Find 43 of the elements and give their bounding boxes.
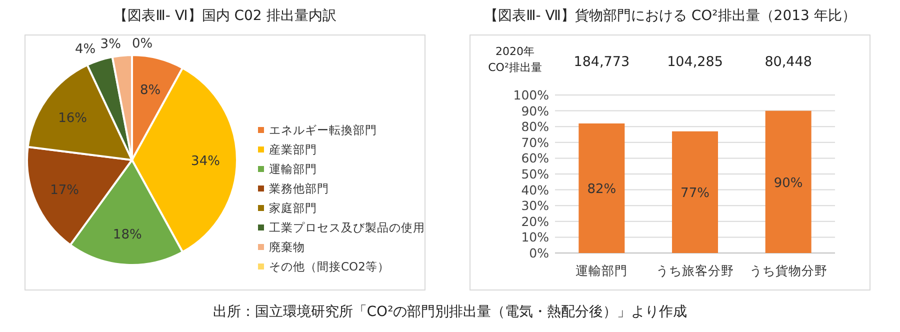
- data-label: 4%: [75, 42, 96, 58]
- x-tick-label: うち貨物分野: [749, 263, 828, 278]
- chart-title: 【図表Ⅲ- Ⅶ】貨物部門における CO²排出量（2013 年比）: [484, 8, 856, 24]
- legend-label: 運輸部門: [269, 162, 317, 176]
- text: 80,448: [764, 54, 812, 70]
- y-tick-label: 40%: [521, 182, 550, 198]
- x-tick-label: うち旅客分野: [656, 263, 734, 278]
- data-label: 8%: [140, 82, 161, 98]
- data-label: 17%: [50, 183, 79, 198]
- data-label: 18%: [112, 227, 142, 242]
- text: 184,773: [574, 54, 630, 70]
- bar: [672, 131, 718, 253]
- data-label: 82%: [587, 182, 616, 198]
- legend-label: その他（間接CO2等）: [269, 260, 390, 274]
- data-label: 77%: [680, 186, 710, 202]
- y-tick-label: 70%: [521, 134, 550, 150]
- legend-label: エネルギー転換部門: [269, 123, 377, 137]
- text: 104,285: [667, 54, 723, 70]
- chart-title: 【図表Ⅲ- Ⅵ】国内 C02 排出量内訳: [114, 8, 336, 24]
- legend-label: 工業プロセス及び製品の使用: [269, 220, 425, 234]
- data-label: 34%: [191, 154, 220, 169]
- legend-label: 産業部門: [269, 142, 317, 156]
- data-label: 16%: [58, 110, 87, 126]
- text: 2020年 CO²排出量: [488, 45, 542, 74]
- x-tick-label: 運輸部門: [576, 263, 628, 278]
- text: 0%: [132, 36, 153, 52]
- y-tick-label: 90%: [521, 103, 550, 118]
- y-tick-label: 50%: [521, 166, 550, 182]
- legend-label: 廃棄物: [269, 240, 305, 254]
- bar: [765, 110, 812, 253]
- y-tick-label: 80%: [521, 119, 550, 134]
- legend-label: 業務他部門: [269, 182, 329, 196]
- y-tick-label: 60%: [521, 150, 550, 166]
- bar: [578, 123, 625, 253]
- y-tick-label: 100%: [513, 88, 550, 102]
- y-tick-label: 30%: [521, 198, 550, 214]
- y-tick-label: 20%: [521, 214, 550, 229]
- y-tick-label: 0%: [529, 246, 550, 260]
- data-label: 3%: [100, 36, 121, 52]
- data-label: 90%: [774, 176, 803, 191]
- text: 出所：国立環境研究所「CO²の部門別排出量（電気・熱配分後）」より作成: [212, 304, 688, 320]
- y-tick-label: 10%: [521, 230, 550, 245]
- legend-label: 家庭部門: [269, 201, 317, 215]
